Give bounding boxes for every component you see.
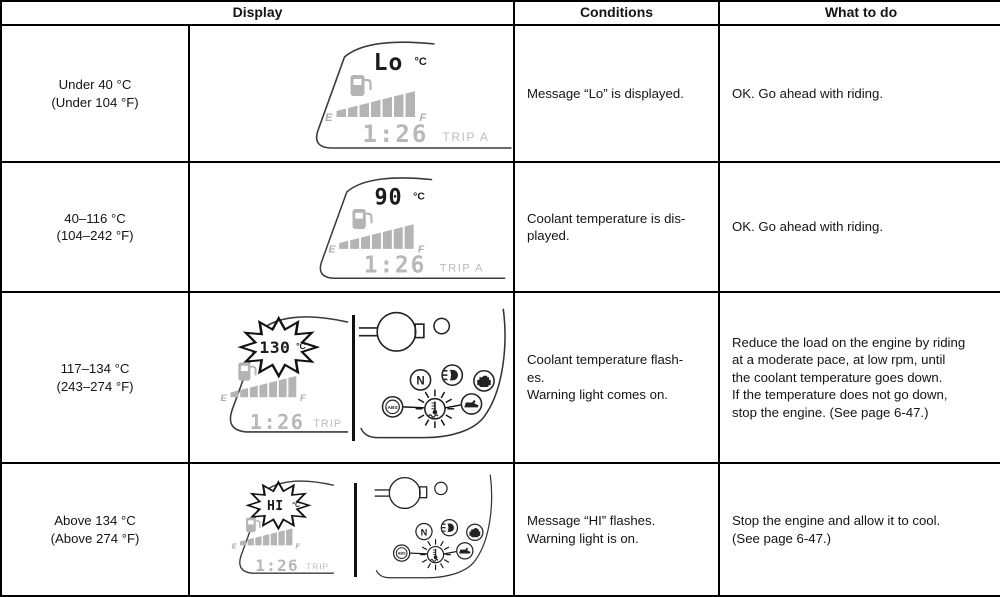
lcd-bezel-outline [319, 177, 506, 280]
ignition-switch [374, 476, 428, 509]
svg-text:ABS: ABS [388, 404, 399, 410]
temp-range-cell: Under 40 °C (Under 104 °F) [0, 24, 190, 163]
degree-unit: °C [413, 192, 425, 203]
fuel-f-label: F [300, 393, 307, 404]
conditions-cell: Coolant temperature is dis- played. [513, 161, 720, 293]
display-divider [352, 314, 355, 441]
table-row: 40–116 °C (104–242 °F) 90 °C E [0, 161, 1000, 293]
fuel-gauge: E F [220, 375, 307, 404]
high-beam-icon [440, 518, 459, 536]
table-row: Under 40 °C (Under 104 °F) Lo °C E [0, 24, 1000, 163]
neutral-indicator: N [415, 522, 433, 540]
panel-outline [360, 308, 506, 438]
what-to-do-cell: Reduce the load on the engine by riding … [718, 291, 1000, 464]
fuel-pump-icon [246, 517, 261, 532]
column-header-conditions: Conditions [513, 0, 720, 26]
conditions-cell: Coolant temperature flash- es. Warning l… [513, 291, 720, 464]
oil-warning-icon [456, 541, 474, 560]
temp-reading: Lo [374, 50, 404, 76]
temp-reading: 90 [374, 185, 402, 210]
display-cell: HI °C E [188, 462, 515, 597]
fuel-gauge: E F [232, 527, 300, 550]
temp-reading: HI [267, 498, 284, 513]
what-to-do-cell: OK. Go ahead with riding. [718, 24, 1000, 163]
lcd-display: 90 °C E F 1:26 [319, 177, 506, 280]
clock-display: 1:26 [250, 410, 304, 434]
fuel-e-label: E [232, 541, 238, 550]
temp-reading: 130 [259, 337, 290, 356]
column-header-display: Display [0, 0, 515, 26]
warning-light-cluster: N [374, 473, 493, 578]
ignition-switch [358, 311, 425, 352]
temp-range-cell: 117–134 °C (243–274 °F) [0, 291, 190, 464]
indicator-lamp [433, 317, 451, 335]
coolant-warning-icon [415, 389, 455, 428]
lcd-bezel-outline [315, 40, 512, 149]
high-beam-icon [441, 363, 464, 386]
clock-display: 1:26 [255, 555, 299, 574]
trip-label: TRIP [306, 561, 329, 571]
clock-display: 1:26 [364, 253, 426, 279]
fuel-e-label: E [325, 112, 333, 124]
fuel-e-label: E [328, 245, 336, 256]
svg-text:ABS: ABS [398, 551, 407, 555]
table-row: Above 134 °C (Above 274 °F) HI °C [0, 462, 1000, 597]
display-cell: Lo °C E F 1:26 [188, 24, 515, 163]
trip-label: TRIP A [443, 130, 490, 144]
svg-text:N: N [421, 527, 428, 537]
clock-display: 1:26 [363, 120, 429, 148]
column-header-what-to-do: What to do [718, 0, 1000, 26]
what-to-do-cell: Stop the engine and allow it to cool. (S… [718, 462, 1000, 597]
fuel-f-label: F [420, 112, 427, 124]
display-divider [354, 482, 357, 577]
abs-indicator: ABS [381, 395, 404, 418]
coolant-warning-icon [420, 538, 451, 570]
indicator-lamp [434, 481, 448, 495]
engine-warning-icon [473, 369, 495, 392]
temp-range-cell: Above 134 °C (Above 274 °F) [0, 462, 190, 597]
degree-unit: °C [292, 500, 300, 508]
abs-indicator: ABS [392, 543, 411, 562]
fuel-pump-icon [350, 74, 372, 96]
trip-label: TRIP A [440, 263, 484, 275]
oil-warning-icon [460, 392, 483, 415]
fuel-pump-icon [238, 361, 257, 381]
fuel-f-label: F [418, 245, 425, 256]
svg-text:N: N [416, 375, 424, 387]
fuel-gauge: E F [328, 224, 425, 256]
trip-label: TRIP [313, 418, 342, 430]
fuel-e-label: E [220, 393, 227, 404]
display-cell: 130 °C E [188, 291, 515, 464]
warning-light-cluster: N [358, 308, 506, 438]
header-row: Display Conditions What to do [0, 0, 1000, 26]
display-cell: 90 °C E F 1:26 [188, 161, 515, 293]
flash-burst [245, 479, 312, 530]
temp-range-cell: 40–116 °C (104–242 °F) [0, 161, 190, 293]
degree-unit: °C [296, 341, 306, 351]
fuel-pump-icon [352, 209, 373, 229]
what-to-do-cell: OK. Go ahead with riding. [718, 161, 1000, 293]
engine-warning-icon [466, 523, 484, 541]
conditions-cell: Message “HI” flashes. Warning light is o… [513, 462, 720, 597]
degree-unit: °C [415, 56, 427, 68]
conditions-cell: Message “Lo” is displayed. [513, 24, 720, 163]
flash-burst [237, 315, 321, 379]
neutral-indicator: N [409, 368, 432, 391]
lcd-display: Lo °C E F 1:26 [315, 40, 512, 149]
table-row: 117–134 °C (243–274 °F) 130 °C [0, 291, 1000, 464]
fuel-gauge: E F [325, 90, 427, 124]
lcd-display-flashing: HI °C E [232, 479, 335, 574]
lcd-display-flashing: 130 °C E [220, 315, 349, 434]
fuel-f-label: F [295, 541, 300, 550]
